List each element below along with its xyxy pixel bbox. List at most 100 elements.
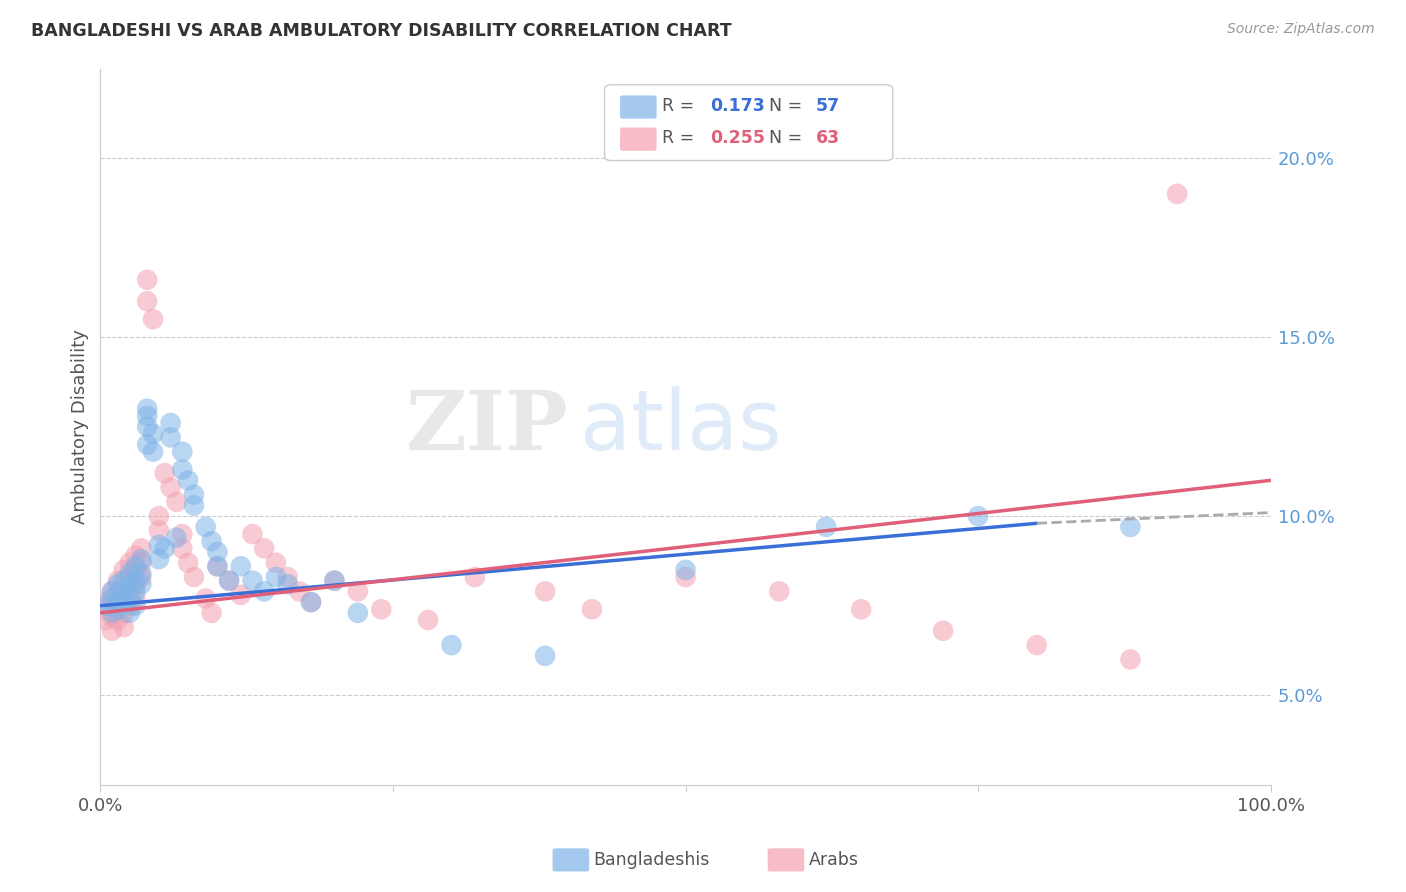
Point bbox=[253, 584, 276, 599]
Point bbox=[112, 584, 135, 599]
Point bbox=[299, 595, 322, 609]
Point bbox=[142, 426, 165, 441]
Point bbox=[1119, 520, 1142, 534]
Point bbox=[277, 577, 299, 591]
Point bbox=[200, 606, 222, 620]
Text: N =: N = bbox=[769, 129, 808, 147]
Point bbox=[101, 624, 124, 638]
Point bbox=[194, 591, 217, 606]
Point bbox=[207, 559, 229, 574]
Point bbox=[172, 462, 194, 476]
Point bbox=[153, 541, 176, 556]
Point bbox=[815, 520, 838, 534]
Point bbox=[172, 541, 194, 556]
Point bbox=[124, 591, 146, 606]
Point bbox=[218, 574, 240, 588]
Point bbox=[96, 599, 118, 613]
Text: R =: R = bbox=[662, 129, 700, 147]
Point bbox=[118, 577, 141, 591]
Point bbox=[136, 294, 159, 309]
Point bbox=[124, 599, 146, 613]
Point bbox=[112, 606, 135, 620]
Point bbox=[172, 527, 194, 541]
Point bbox=[131, 556, 153, 570]
Point bbox=[107, 599, 129, 613]
Point bbox=[112, 591, 135, 606]
Point bbox=[107, 613, 129, 627]
Point bbox=[124, 563, 146, 577]
Point bbox=[288, 584, 311, 599]
Point bbox=[172, 444, 194, 458]
Text: R =: R = bbox=[662, 97, 700, 115]
Point bbox=[148, 538, 170, 552]
Text: atlas: atlas bbox=[581, 386, 782, 467]
Point bbox=[242, 574, 264, 588]
Point bbox=[131, 570, 153, 584]
Point bbox=[675, 563, 697, 577]
Point bbox=[112, 577, 135, 591]
Point bbox=[264, 556, 287, 570]
Point bbox=[534, 648, 557, 663]
Point bbox=[218, 574, 240, 588]
Text: Arabs: Arabs bbox=[808, 851, 859, 869]
Point bbox=[932, 624, 955, 638]
Point bbox=[118, 591, 141, 606]
Point bbox=[416, 613, 439, 627]
Point bbox=[136, 273, 159, 287]
Point bbox=[299, 595, 322, 609]
Point bbox=[253, 541, 276, 556]
Point bbox=[124, 559, 146, 574]
Point bbox=[200, 534, 222, 549]
Point bbox=[177, 474, 200, 488]
Point bbox=[112, 595, 135, 609]
Text: Source: ZipAtlas.com: Source: ZipAtlas.com bbox=[1227, 22, 1375, 37]
Point bbox=[323, 574, 346, 588]
Point bbox=[118, 566, 141, 581]
Point bbox=[131, 541, 153, 556]
Point bbox=[183, 570, 205, 584]
Point bbox=[101, 606, 124, 620]
Point bbox=[229, 559, 252, 574]
Point bbox=[1166, 186, 1188, 201]
Point bbox=[159, 416, 181, 430]
Point bbox=[675, 570, 697, 584]
Point bbox=[534, 584, 557, 599]
Point bbox=[118, 570, 141, 584]
Point bbox=[101, 584, 124, 599]
Point bbox=[159, 481, 181, 495]
Point bbox=[177, 556, 200, 570]
Point bbox=[165, 531, 187, 545]
Point bbox=[148, 509, 170, 524]
Point bbox=[101, 599, 124, 613]
Point bbox=[136, 409, 159, 423]
Point bbox=[124, 577, 146, 591]
Point bbox=[101, 609, 124, 624]
Text: 63: 63 bbox=[815, 129, 839, 147]
Point bbox=[242, 527, 264, 541]
Point bbox=[107, 577, 129, 591]
Point bbox=[148, 552, 170, 566]
Point bbox=[347, 584, 370, 599]
Point bbox=[370, 602, 392, 616]
Point bbox=[118, 584, 141, 599]
Point bbox=[142, 312, 165, 326]
Point bbox=[849, 602, 872, 616]
Point bbox=[159, 430, 181, 444]
Point bbox=[347, 606, 370, 620]
Point bbox=[118, 556, 141, 570]
Text: Bangladeshis: Bangladeshis bbox=[593, 851, 710, 869]
Point bbox=[136, 437, 159, 451]
Text: 57: 57 bbox=[815, 97, 839, 115]
Point bbox=[207, 559, 229, 574]
Text: N =: N = bbox=[769, 97, 808, 115]
Point bbox=[124, 584, 146, 599]
Text: 0.255: 0.255 bbox=[710, 129, 765, 147]
Point bbox=[277, 570, 299, 584]
Point bbox=[440, 638, 463, 652]
Point bbox=[1119, 652, 1142, 666]
Point bbox=[112, 620, 135, 634]
Point bbox=[131, 577, 153, 591]
Text: ZIP: ZIP bbox=[406, 386, 568, 467]
Point bbox=[101, 591, 124, 606]
Point bbox=[148, 524, 170, 538]
